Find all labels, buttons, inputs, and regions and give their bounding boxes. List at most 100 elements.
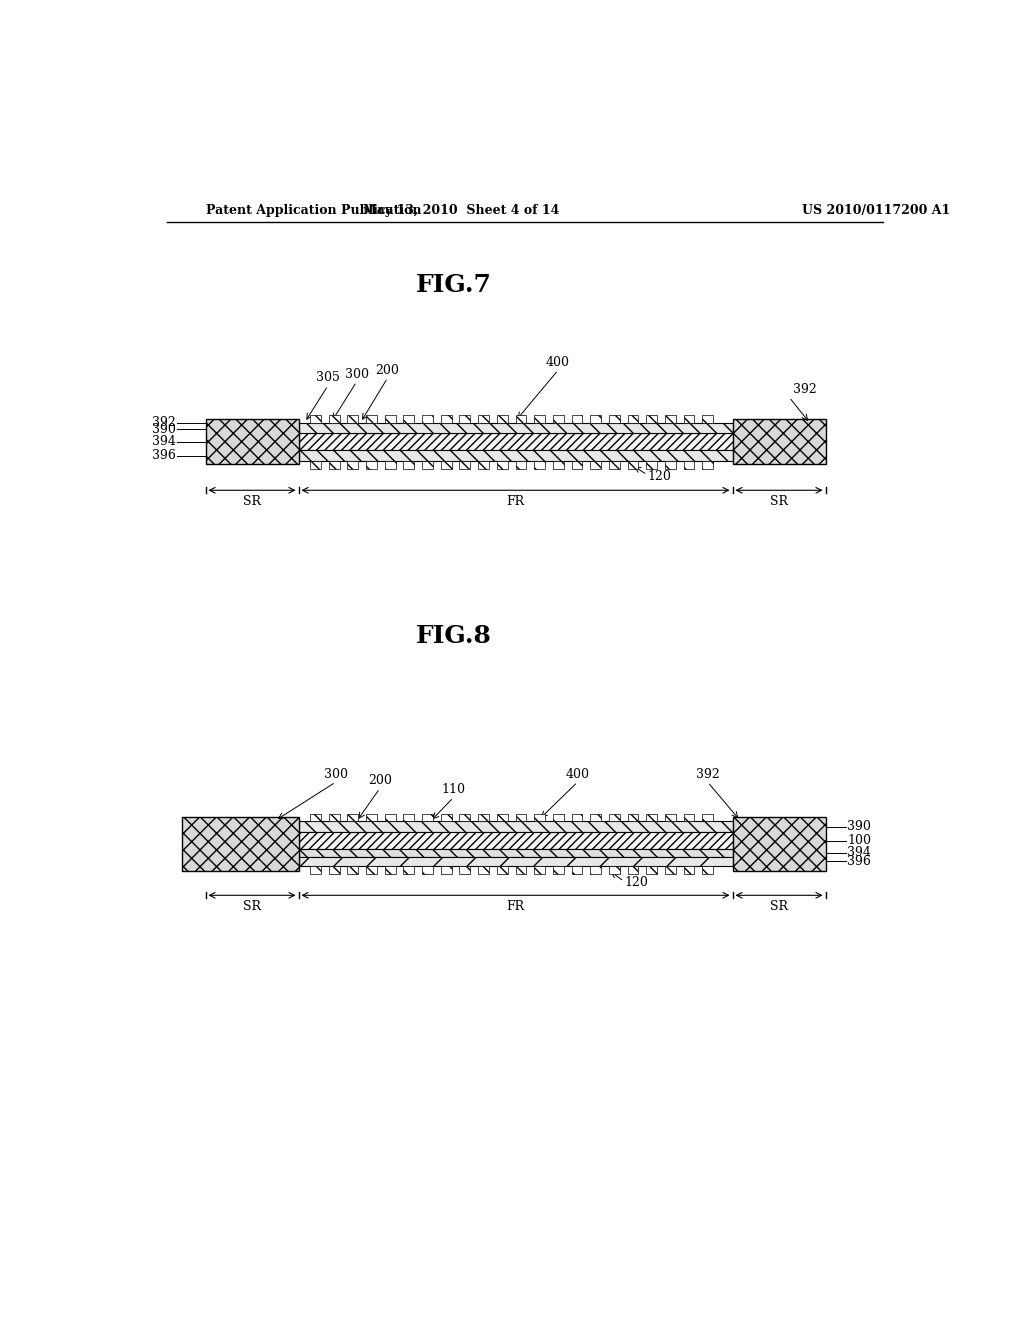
Bar	[553, 813, 563, 821]
Bar	[422, 461, 433, 469]
Bar	[553, 461, 563, 469]
Text: 305: 305	[316, 371, 340, 384]
Bar	[732, 420, 825, 465]
Bar	[665, 461, 676, 469]
Bar	[590, 813, 601, 821]
Bar	[646, 414, 657, 422]
Bar	[646, 866, 657, 874]
Bar	[628, 813, 638, 821]
Bar	[310, 461, 321, 469]
Bar	[403, 813, 415, 821]
Text: 400: 400	[565, 768, 590, 781]
Bar	[367, 461, 377, 469]
Bar	[665, 866, 676, 874]
Text: 200: 200	[368, 774, 392, 787]
Bar	[422, 866, 433, 874]
Text: 300: 300	[345, 367, 369, 380]
Bar	[310, 414, 321, 422]
Bar	[347, 414, 358, 422]
Bar	[367, 414, 377, 422]
Text: 392: 392	[153, 416, 176, 429]
Bar	[347, 461, 358, 469]
Text: 100: 100	[847, 834, 871, 847]
Bar	[299, 450, 732, 461]
Bar	[460, 866, 470, 874]
Bar	[299, 832, 732, 849]
Bar	[732, 817, 825, 871]
Bar	[385, 813, 395, 821]
Text: SR: SR	[770, 899, 788, 912]
Text: 390: 390	[153, 422, 176, 436]
Bar	[422, 813, 433, 821]
Text: 110: 110	[441, 783, 466, 796]
Bar	[515, 813, 526, 821]
Bar	[478, 813, 489, 821]
Bar	[515, 414, 526, 422]
Text: SR: SR	[770, 495, 788, 508]
Text: 200: 200	[376, 363, 399, 376]
Text: US 2010/0117200 A1: US 2010/0117200 A1	[802, 205, 950, 218]
Bar	[702, 866, 713, 874]
Bar	[460, 461, 470, 469]
Bar	[403, 461, 415, 469]
Bar	[628, 414, 638, 422]
Bar	[609, 461, 620, 469]
Bar	[299, 857, 732, 866]
Text: FIG.8: FIG.8	[416, 624, 492, 648]
Text: 400: 400	[546, 356, 570, 370]
Text: FR: FR	[507, 899, 524, 912]
Bar	[628, 866, 638, 874]
Bar	[497, 461, 508, 469]
Bar	[403, 414, 415, 422]
Text: May 13, 2010  Sheet 4 of 14: May 13, 2010 Sheet 4 of 14	[364, 205, 559, 218]
Bar	[182, 817, 299, 871]
Bar	[310, 813, 321, 821]
Bar	[702, 461, 713, 469]
Text: SR: SR	[243, 495, 261, 508]
Bar	[571, 461, 583, 469]
Bar	[571, 414, 583, 422]
Bar	[367, 813, 377, 821]
Bar	[440, 461, 452, 469]
Bar	[385, 866, 395, 874]
Bar	[665, 414, 676, 422]
Bar	[571, 813, 583, 821]
Text: Patent Application Publication: Patent Application Publication	[206, 205, 421, 218]
Bar	[684, 813, 694, 821]
Bar	[329, 414, 340, 422]
Bar	[609, 414, 620, 422]
Bar	[684, 461, 694, 469]
Bar	[590, 461, 601, 469]
Bar	[646, 813, 657, 821]
Text: 300: 300	[324, 768, 348, 781]
Bar	[347, 866, 358, 874]
Bar	[609, 813, 620, 821]
Bar	[329, 813, 340, 821]
Bar	[535, 414, 545, 422]
Bar	[385, 461, 395, 469]
Bar	[460, 414, 470, 422]
Bar	[299, 433, 732, 450]
Text: 396: 396	[153, 449, 176, 462]
Bar	[553, 866, 563, 874]
Bar	[299, 849, 732, 857]
Bar	[684, 414, 694, 422]
Bar	[571, 866, 583, 874]
Bar	[497, 414, 508, 422]
Bar	[515, 866, 526, 874]
Bar	[628, 461, 638, 469]
Bar	[367, 866, 377, 874]
Bar	[329, 461, 340, 469]
Text: 396: 396	[847, 855, 871, 869]
Bar	[478, 866, 489, 874]
Bar	[440, 813, 452, 821]
Bar	[299, 821, 732, 832]
Text: FIG.7: FIG.7	[416, 273, 492, 297]
Bar	[702, 414, 713, 422]
Bar	[515, 461, 526, 469]
Bar	[310, 866, 321, 874]
Bar	[440, 414, 452, 422]
Text: SR: SR	[243, 899, 261, 912]
Bar	[553, 414, 563, 422]
Text: FR: FR	[507, 495, 524, 508]
